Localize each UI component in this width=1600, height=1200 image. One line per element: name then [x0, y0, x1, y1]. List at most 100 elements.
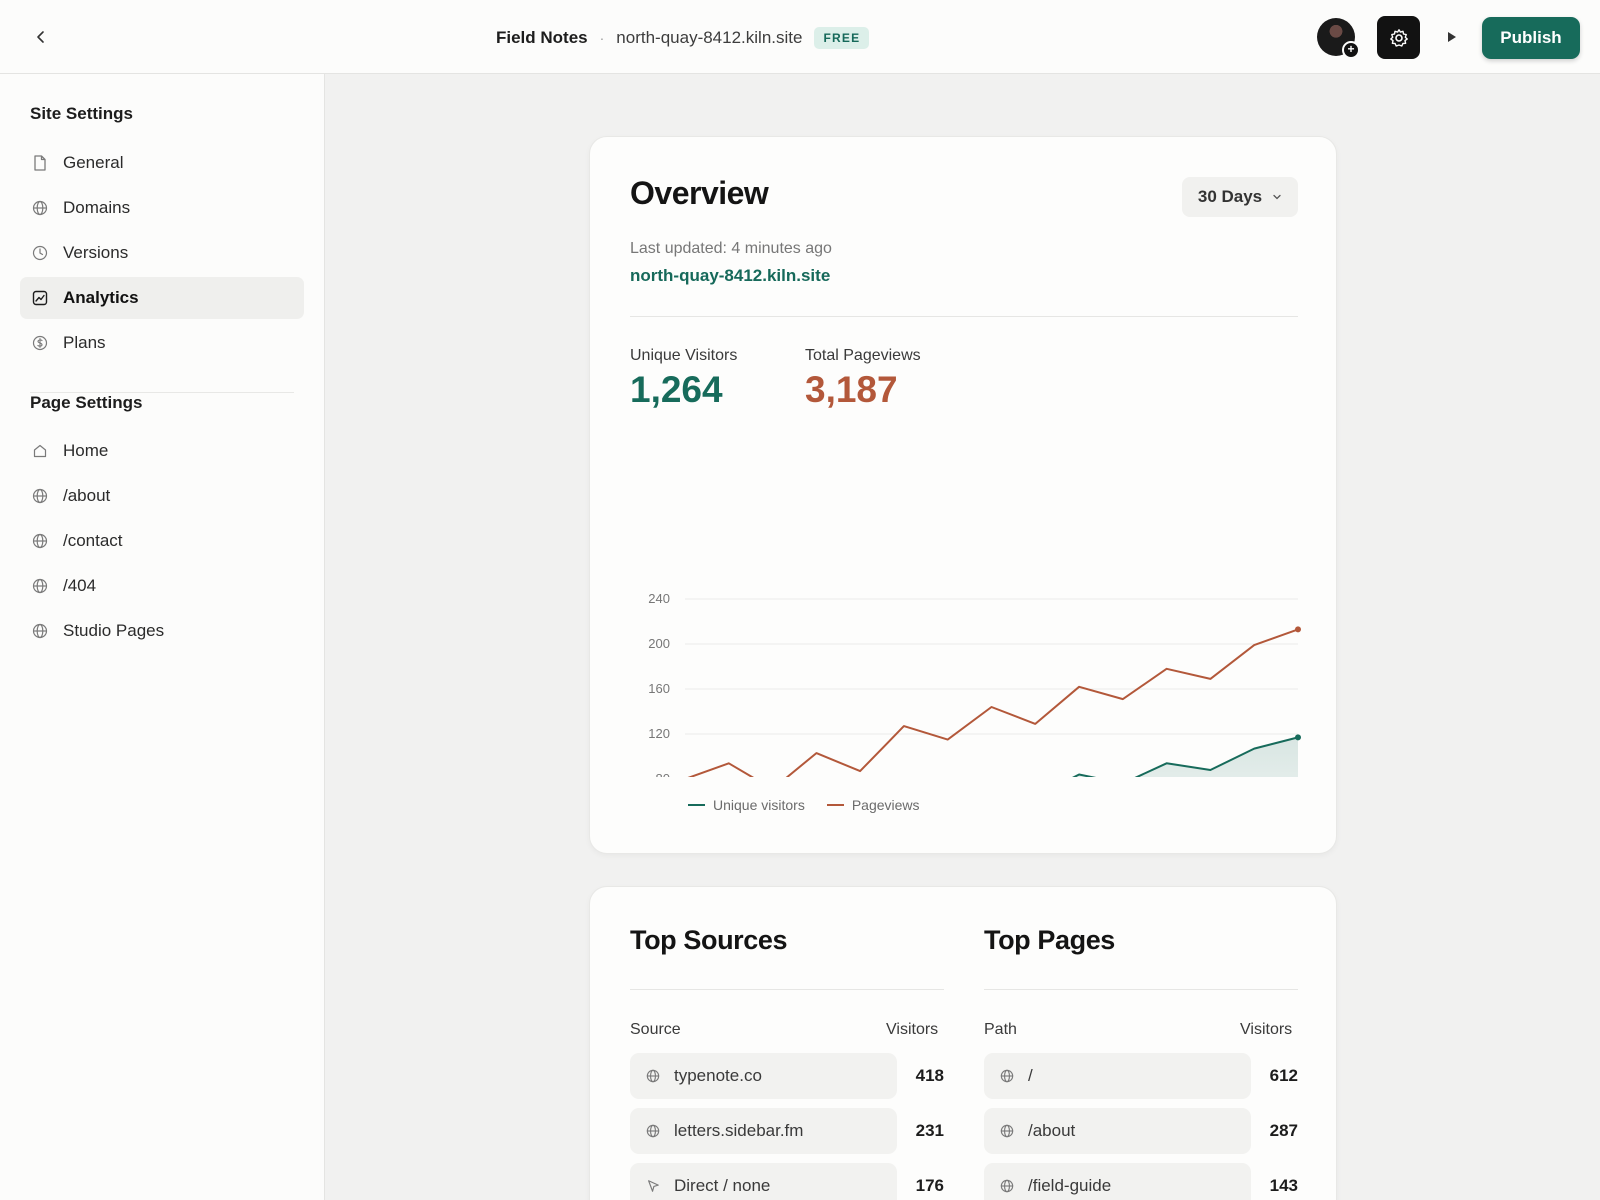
series-end-point [1295, 734, 1301, 741]
page-row[interactable]: /about [984, 1108, 1251, 1154]
source-value: 176 [915, 1176, 944, 1195]
top-pages-title: Top Pages [984, 925, 1115, 955]
sidebar-item-label: Home [63, 441, 109, 460]
source-row[interactable]: Direct / none [630, 1163, 897, 1200]
pageviews-value: 3,187 [805, 369, 898, 410]
last-updated: Last updated: 4 minutes ago [630, 240, 832, 257]
top-lists-card: Top Sources Source Visitors typenote.co … [589, 886, 1337, 1200]
sidebar-item-about[interactable]: /about [20, 475, 304, 517]
publish-button[interactable]: Publish [1482, 17, 1580, 59]
y-tick-label: 80 [656, 771, 670, 777]
globe-icon [999, 1123, 1015, 1139]
source-label: Direct / none [674, 1176, 771, 1195]
legend-label: Unique visitors [713, 797, 805, 813]
separator: · [599, 30, 605, 46]
y-tick-label: 200 [648, 636, 670, 651]
page-value: 143 [1269, 1176, 1298, 1195]
sidebar-item-contact[interactable]: /contact [20, 520, 304, 562]
chevron-down-icon [1273, 194, 1281, 200]
col-visitors: Visitors [1240, 1021, 1293, 1038]
chevron-left-icon [37, 31, 44, 43]
add-collaborator-icon[interactable]: + [1342, 41, 1360, 59]
col-path: Path [984, 1021, 1017, 1038]
page-row[interactable]: / [984, 1053, 1251, 1099]
series-line-pageviews [687, 628, 1299, 777]
sidebar-item-label: General [63, 153, 124, 172]
overview-card: Overview 30 Days Last updated: 4 minutes… [589, 136, 1337, 854]
sidebar-item-label: /about [63, 486, 111, 505]
globe-icon [645, 1123, 661, 1139]
play-icon [1448, 32, 1456, 42]
page-row[interactable]: /field-guide [984, 1163, 1251, 1200]
series-line-visitors [1072, 736, 1299, 777]
page-value: 287 [1269, 1121, 1298, 1140]
divider [630, 989, 944, 990]
globe-icon [31, 199, 49, 217]
sidebar-divider [30, 392, 294, 393]
y-tick-label: 240 [648, 591, 670, 606]
dollar-icon [31, 334, 49, 352]
settings-button[interactable] [1377, 16, 1420, 59]
site-settings-heading: Site Settings [30, 104, 133, 123]
chart-legend: Unique visitors Pageviews [688, 797, 920, 813]
top-sources-title: Top Sources [630, 925, 788, 955]
globe-icon [31, 487, 49, 505]
back-button[interactable] [28, 24, 54, 50]
legend-label: Pageviews [851, 797, 920, 813]
preview-button[interactable] [1443, 28, 1461, 46]
sidebar-item-versions[interactable]: Versions [20, 232, 304, 274]
sidebar-item-general[interactable]: General [20, 142, 304, 184]
avatar[interactable]: + [1317, 18, 1360, 59]
legend-pageviews: Pageviews [826, 797, 920, 813]
site-name: Field Notes [496, 28, 588, 47]
sidebar: Site Settings General Domains Versions A… [0, 74, 325, 1200]
site-domain: north-quay-8412.kiln.site [616, 28, 803, 47]
gear-icon [1389, 28, 1408, 47]
divider [630, 316, 1298, 317]
col-visitors: Visitors [886, 1021, 939, 1038]
date-range-label: 30 Days [1197, 187, 1263, 206]
sidebar-item-404[interactable]: /404 [20, 565, 304, 607]
visitors-value: 1,264 [630, 369, 723, 410]
source-row[interactable]: letters.sidebar.fm [630, 1108, 897, 1154]
sidebar-item-plans[interactable]: Plans [20, 322, 304, 364]
y-tick-label: 160 [648, 681, 670, 696]
sidebar-item-label: Studio Pages [63, 621, 165, 640]
source-value: 231 [915, 1121, 944, 1140]
sidebar-item-domains[interactable]: Domains [20, 187, 304, 229]
site-link[interactable]: north-quay-8412.kiln.site [630, 266, 831, 285]
globe-icon [999, 1068, 1015, 1084]
sidebar-item-home[interactable]: Home [20, 430, 304, 472]
page-label: /about [1028, 1121, 1076, 1140]
cursor-icon [645, 1178, 661, 1194]
globe-icon [31, 622, 49, 640]
divider [984, 989, 1298, 990]
home-icon [31, 442, 49, 460]
sidebar-item-studio-pages[interactable]: Studio Pages [20, 610, 304, 652]
date-range-select[interactable]: 30 Days [1182, 177, 1298, 217]
globe-icon [645, 1068, 661, 1084]
top-bar: Field Notes · north-quay-8412.kiln.site … [0, 0, 1600, 74]
page-label: /field-guide [1028, 1176, 1112, 1195]
page-label: / [1028, 1066, 1033, 1085]
visitors-label: Unique Visitors [630, 347, 738, 364]
file-icon [31, 154, 49, 172]
y-tick-label: 120 [648, 726, 670, 741]
sidebar-item-label: /404 [63, 576, 97, 595]
sidebar-item-label: Domains [63, 198, 131, 217]
legend-swatch [688, 804, 705, 806]
legend-swatch [826, 804, 844, 806]
legend-visitors: Unique visitors [688, 797, 805, 813]
site-info: Field Notes · north-quay-8412.kiln.site … [496, 24, 870, 52]
chart-icon [31, 289, 49, 307]
col-source: Source [630, 1021, 681, 1038]
source-row[interactable]: typenote.co [630, 1053, 897, 1099]
overview-title: Overview [630, 175, 769, 211]
source-label: letters.sidebar.fm [674, 1121, 804, 1140]
source-value: 418 [915, 1066, 944, 1085]
source-label: typenote.co [674, 1066, 762, 1085]
pageviews-label: Total Pageviews [805, 347, 921, 364]
series-end-point [1295, 626, 1301, 633]
sidebar-item-label: Analytics [63, 288, 139, 307]
sidebar-item-analytics[interactable]: Analytics [20, 277, 304, 319]
